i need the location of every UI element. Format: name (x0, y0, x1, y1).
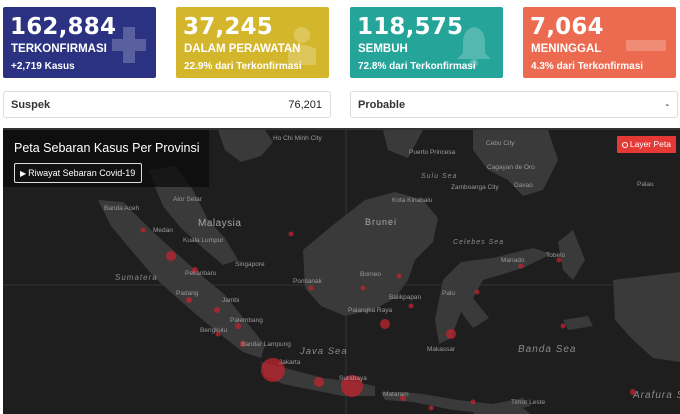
label-medan: Medan (153, 227, 173, 234)
label-padang: Padang (176, 290, 199, 297)
label-tobelo: Tobelo (546, 252, 566, 259)
deceased-sub: 4.3% dari Terkonfirmasi (531, 61, 644, 72)
label-arafura-sea: Arafura Sea (632, 390, 680, 401)
label-bengkulu: Bengkulu (200, 327, 227, 334)
label-ho-chi-minh: Ho Chi Minh City (273, 135, 323, 142)
label-puerto-princesa: Puerto Princesa (409, 149, 456, 156)
landmass-palawan (383, 130, 423, 158)
suspect-box: Suspek 76,201 (3, 91, 331, 118)
landmass-sumatra (98, 200, 265, 358)
landmass-papua (613, 272, 680, 362)
map-canvas[interactable]: Ho Chi Minh City Puerto Princesa Cebu Ci… (3, 130, 680, 414)
label-palangka-raya: Palangka Raya (348, 307, 392, 314)
label-mataram: Mataram (383, 391, 409, 398)
label-malaysia: Malaysia (198, 218, 241, 229)
history-button-label: Riwayat Sebaran Covid-19 (28, 168, 136, 178)
in-care-sub: 22.9% dari Terkonfirmasi (184, 61, 302, 72)
landmass-borneo (303, 192, 438, 316)
deceased-label: MENINGGAL (531, 43, 602, 55)
label-sulu-sea: Sulu Sea (421, 173, 457, 180)
landmass-nusa-tenggara (381, 392, 531, 414)
patient-bed-icon (288, 27, 316, 65)
confirmed-card: 162,884 TERKONFIRMASI +2,719 Kasus (3, 7, 156, 78)
landmass-timor (473, 408, 531, 414)
label-cebu: Cebu City (486, 140, 515, 147)
label-pekanbaru: Pekanbaru (185, 270, 217, 277)
confirmed-sub: +2,719 Kasus (11, 61, 75, 72)
recovered-label: SEMBUH (358, 43, 408, 55)
label-java-sea: Java Sea (299, 346, 348, 357)
recovered-count: 118,575 (357, 14, 464, 40)
label-celebes-sea: Celebes Sea (453, 239, 504, 246)
in-care-label: DALAM PERAWATAN (184, 43, 301, 55)
minus-icon (626, 40, 666, 51)
label-manado: Manado (501, 257, 525, 264)
layers-icon (621, 142, 628, 148)
in-care-count: 37,245 (183, 14, 273, 40)
recovered-card: 118,575 SEMBUH 72.8% dari Terkonfirmasi (350, 7, 503, 78)
landmass-seram (563, 316, 593, 330)
label-kuala-lumpur: Kuala Lumpur (183, 237, 224, 244)
play-icon: ▶ (20, 169, 27, 178)
case-markers (140, 227, 636, 411)
label-alor-setar: Alor Setar (173, 196, 203, 203)
label-zamboanga: Zamboanga City (451, 184, 499, 191)
label-pontianak: Pontianak (293, 278, 323, 285)
landmass-malaysia (148, 166, 238, 265)
label-sumatera: Sumatera (115, 273, 158, 282)
recovered-sub: 72.8% dari Terkonfirmasi (358, 61, 476, 72)
map-title: Peta Sebaran Kasus Per Provinsi (14, 141, 200, 155)
label-banda-aceh: Banda Aceh (104, 205, 139, 212)
landmass-indochina (218, 130, 273, 162)
probable-box: Probable - (350, 91, 678, 118)
layer-button[interactable]: Layer Peta (616, 136, 676, 153)
label-borneo: Borneo (360, 271, 381, 278)
layer-button-label: Layer Peta (629, 139, 671, 149)
label-balikpapan: Balikpapan (389, 294, 422, 301)
history-button[interactable]: ▶ Riwayat Sebaran Covid-19 (14, 163, 143, 183)
probable-label: Probable (358, 99, 406, 111)
label-makassar: Makassar (427, 346, 456, 353)
label-jambi: Jambi (222, 297, 239, 304)
deceased-count: 7,064 (530, 14, 604, 40)
label-brunei: Brunei (365, 217, 397, 227)
confirmed-count: 162,884 (10, 14, 117, 40)
label-cagayan: Cagayan de Oro (487, 164, 535, 171)
map-title-panel: Peta Sebaran Kasus Per Provinsi ▶ Riwayat… (3, 130, 209, 187)
bell-icon (457, 27, 491, 67)
landmass-philippines (473, 130, 558, 196)
deceased-card: 7,064 MENINGGAL 4.3% dari Terkonfirmasi (523, 7, 676, 78)
suspect-value: 76,201 (288, 99, 322, 111)
confirmed-label: TERKONFIRMASI (11, 43, 107, 55)
label-davao: Davao (514, 182, 533, 189)
plus-icon (112, 27, 146, 63)
suspect-label: Suspek (11, 99, 51, 111)
label-surabaya: Surabaya (339, 375, 367, 382)
label-palu: Palu (442, 290, 455, 297)
in-care-card: 37,245 DALAM PERAWATAN 22.9% dari Terkon… (176, 7, 329, 78)
label-kota-kinabalu: Kota Kinabalu (392, 197, 433, 204)
province-map[interactable]: Ho Chi Minh City Puerto Princesa Cebu Ci… (3, 128, 680, 414)
landmass-halmahera (558, 230, 585, 280)
landmass-sulawesi (435, 248, 551, 344)
label-jakarta: Jakarta (279, 359, 301, 366)
label-palembang: Palembang (230, 317, 263, 324)
label-singapore: Singapore (235, 261, 265, 268)
label-palau: Palau (637, 181, 654, 188)
probable-value: - (665, 99, 669, 111)
label-timor-leste: Timor Leste (511, 399, 545, 406)
label-banda-sea: Banda Sea (518, 344, 577, 355)
label-bandar-lampung: Bandar Lampung (241, 341, 291, 348)
